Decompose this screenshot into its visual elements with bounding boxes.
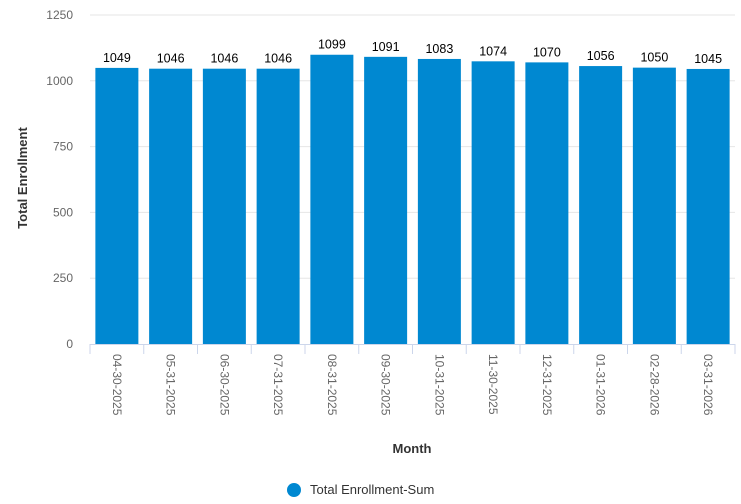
gridlines [90, 14, 735, 279]
y-tick-label: 250 [53, 271, 73, 285]
data-label: 1050 [640, 51, 668, 65]
data-label: 1091 [372, 40, 400, 54]
data-label: 1046 [210, 52, 238, 66]
x-axis: 04-30-2025 05-31-2025 06-30-2025 07-31-2025… [89, 344, 736, 416]
x-tick-label: 02-28-2026 [647, 354, 661, 416]
bar[interactable] [95, 67, 139, 344]
y-tick-label: 500 [53, 205, 73, 219]
data-label: 1045 [694, 52, 722, 66]
y-tick-label: 1250 [46, 8, 73, 22]
legend-marker[interactable] [287, 483, 301, 497]
legend-label[interactable]: Total Enrollment-Sum [310, 482, 434, 497]
bar[interactable] [417, 58, 461, 344]
y-tick-label: 1000 [46, 74, 73, 88]
data-label: 1049 [103, 51, 131, 65]
x-tick-label: 12-31-2025 [540, 354, 554, 416]
x-tick-label: 08-31-2025 [325, 354, 339, 416]
legend[interactable]: Total Enrollment-Sum [287, 482, 434, 497]
x-tick-label: 06-30-2025 [217, 354, 231, 416]
bar[interactable] [525, 62, 569, 344]
bar[interactable] [471, 61, 515, 344]
x-tick-label: 05-31-2025 [164, 354, 178, 416]
data-label: 1046 [264, 52, 292, 66]
data-label: 1083 [425, 42, 453, 56]
x-tick-label: 11-30-2025 [486, 354, 500, 415]
bar[interactable] [256, 68, 300, 344]
x-tick-label: 03-31-2026 [701, 354, 715, 416]
data-label: 1046 [157, 52, 185, 66]
x-tick-label: 09-30-2025 [379, 354, 393, 416]
data-label: 1099 [318, 38, 346, 52]
x-tick-label: 04-30-2025 [110, 354, 124, 416]
bar[interactable] [149, 68, 193, 344]
y-axis-ticks: 0 250 500 750 1000 1250 [46, 8, 73, 351]
data-label: 1056 [587, 49, 615, 63]
bar[interactable] [202, 68, 246, 344]
x-axis-title: Month [393, 441, 432, 456]
data-labels: 1049 1046 1046 1046 1099 1091 1083 1074 1070 1056… [103, 38, 722, 66]
x-tick-label: 10-31-2025 [432, 354, 446, 416]
y-tick-label: 0 [66, 337, 73, 351]
data-label: 1070 [533, 45, 561, 59]
bar[interactable] [364, 56, 408, 344]
bar-series [95, 54, 730, 345]
bar[interactable] [686, 68, 730, 345]
y-axis-title: Total Enrollment [15, 127, 30, 229]
bar[interactable] [579, 66, 623, 345]
bar[interactable] [632, 67, 676, 344]
x-tick-label: 01-31-2026 [594, 354, 608, 416]
y-tick-label: 750 [53, 140, 73, 154]
bar[interactable] [310, 54, 354, 345]
data-label: 1074 [479, 44, 507, 58]
x-tick-label: 07-31-2025 [271, 354, 285, 416]
